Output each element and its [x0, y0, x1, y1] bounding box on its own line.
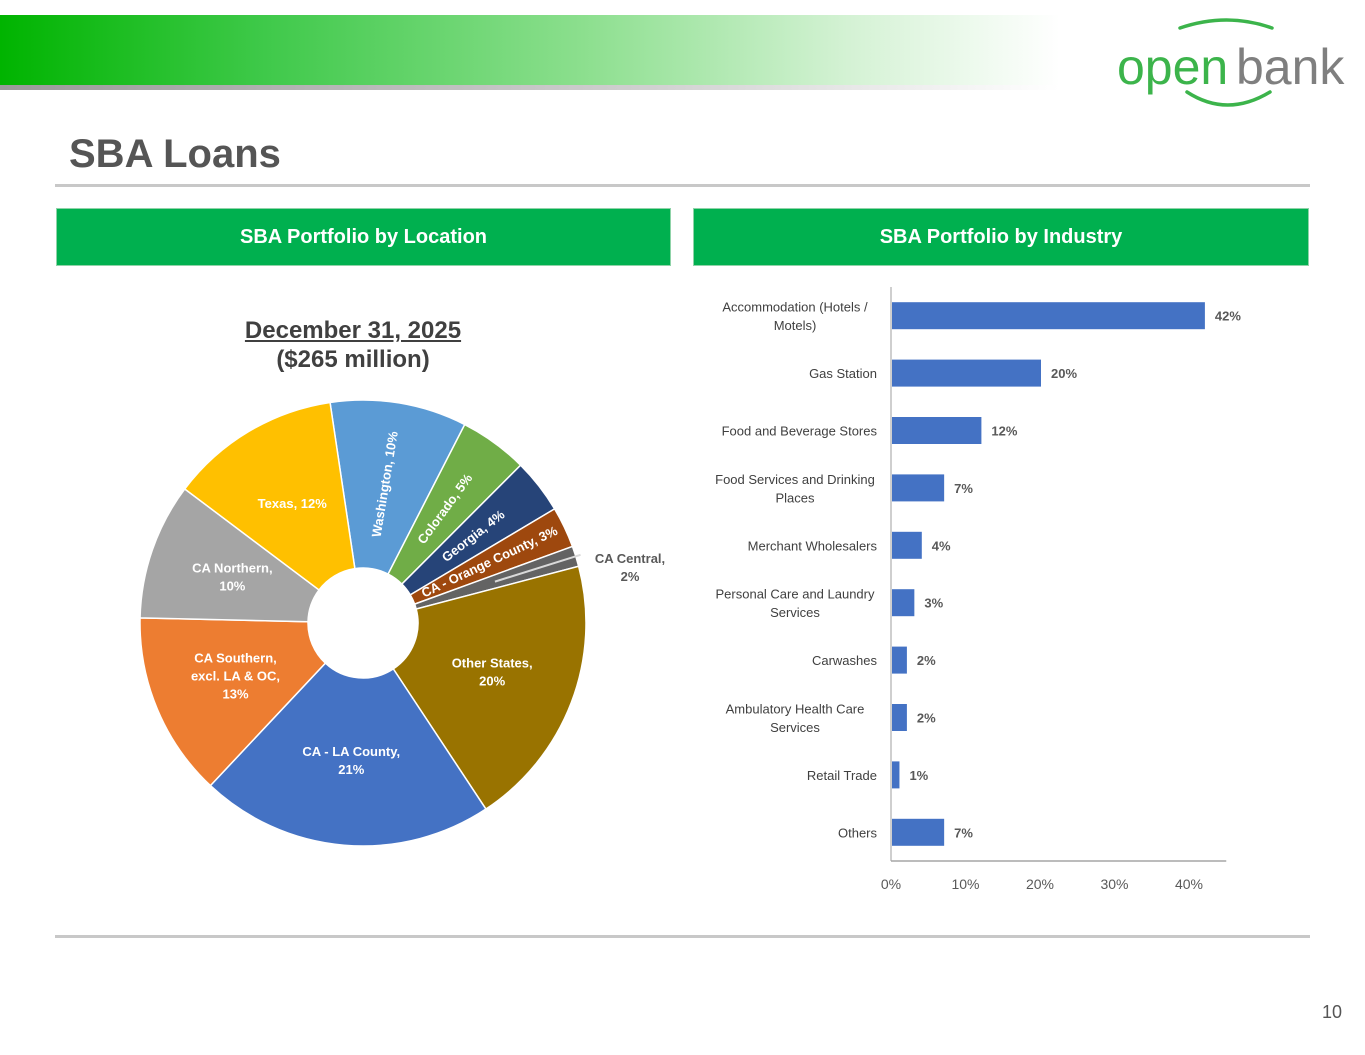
- pie-label-ca-central-2: CA Central, 2%: [595, 551, 665, 584]
- bar-x-tick-label-10: 10%: [951, 876, 979, 892]
- openbank-logo: open bank: [1117, 18, 1345, 107]
- pie-slice-ca-la-county-21: [209, 662, 487, 847]
- page-number: 10: [1322, 1002, 1343, 1022]
- title-divider: [55, 184, 1310, 187]
- logo-text-open: open: [1117, 39, 1228, 95]
- bar-gas-station: [892, 359, 1041, 387]
- pie-leader-line-ca-central: [494, 553, 581, 583]
- bar-value-label-retail-trade: 1%: [909, 768, 928, 783]
- bar-others: [892, 818, 945, 846]
- section-header-industry: SBA Portfolio by Industry: [693, 208, 1309, 266]
- bar-category-label-others: Others: [838, 825, 878, 840]
- header-gradient-band: [0, 15, 1060, 85]
- header-band-shadow: [0, 85, 1060, 90]
- bar-category-label-carwashes: Carwashes: [812, 653, 878, 668]
- pie-slice-texas-12: [183, 401, 356, 591]
- pie-slice-ca-southern-excl-la-oc-13: [139, 617, 327, 787]
- bar-category-label-personal-care-and-laundry-services: Personal Care and Laundry Services: [716, 587, 875, 621]
- bar-value-label-accommodation-hotels-motels: 42%: [1215, 309, 1241, 324]
- bar-carwashes: [892, 646, 907, 674]
- bar-value-label-carwashes: 2%: [917, 653, 936, 668]
- bar-category-label-food-services-and-drinking-places: Food Services and Drinking Places: [715, 472, 875, 506]
- bottom-divider: [55, 935, 1310, 938]
- logo-text-bank: bank: [1236, 39, 1345, 95]
- bar-value-label-ambulatory-health-care-services: 2%: [917, 711, 936, 726]
- bar-ambulatory-health-care-services: [892, 704, 907, 731]
- location-donut-chart: Washington, 10% Colorado, 5%Georgia, 4%CA…: [139, 399, 665, 847]
- bar-accommodation-hotels-motels: [892, 302, 1205, 330]
- bar-value-label-food-services-and-drinking-places: 7%: [954, 481, 973, 496]
- bar-category-label-retail-trade: Retail Trade: [807, 768, 877, 783]
- page-title: SBA Loans: [69, 132, 281, 176]
- bar-value-label-merchant-wholesalers: 4%: [932, 538, 951, 553]
- pie-slice-washington-10: [329, 399, 466, 576]
- bar-food-services-and-drinking-places: [892, 474, 945, 502]
- bar-category-label-food-and-beverage-stores: Food and Beverage Stores: [722, 424, 878, 439]
- bar-x-tick-label-0: 0%: [881, 876, 901, 892]
- pie-caption-amount: ($265 million): [276, 346, 430, 373]
- bar-food-and-beverage-stores: [892, 417, 982, 444]
- section-header-location: SBA Portfolio by Location: [56, 208, 671, 266]
- pie-label-ca-southern-excl-la-oc-13: CA Southern, excl. LA & OC, 13%: [191, 650, 280, 701]
- bar-value-label-gas-station: 20%: [1051, 366, 1077, 381]
- pie-caption-date: December 31, 2025: [244, 317, 462, 344]
- pie-label-ca-northern-10: CA Northern, 10%: [192, 561, 272, 594]
- bar-merchant-wholesalers: [892, 531, 922, 559]
- bar-category-label-gas-station: Gas Station: [809, 366, 877, 381]
- bar-value-label-others: 7%: [954, 825, 973, 840]
- pie-label-other-states-20: Other States, 20%: [452, 655, 533, 688]
- bar-retail-trade: [892, 761, 900, 789]
- bar-value-label-food-and-beverage-stores: 12%: [991, 424, 1017, 439]
- pie-slice-ca-northern-10: [139, 487, 321, 623]
- bar-x-tick-label-40: 40%: [1175, 876, 1203, 892]
- pie-slice-other-states-20: [392, 565, 587, 811]
- bar-value-label-personal-care-and-laundry-services: 3%: [924, 596, 943, 611]
- bar-personal-care-and-laundry-services: [892, 589, 915, 617]
- bar-category-label-merchant-wholesalers: Merchant Wholesalers: [748, 538, 878, 553]
- pie-caption: December 31, 2025 ($265 million): [203, 316, 503, 374]
- industry-bar-chart: 42% Accommodation (Hotels / Motels) 20% Gas …: [715, 287, 1241, 892]
- bar-x-tick-label-20: 20%: [1026, 876, 1054, 892]
- bar-x-tick-label-30: 30%: [1100, 876, 1128, 892]
- bar-category-label-accommodation-hotels-motels: Accommodation (Hotels / Motels): [722, 300, 868, 334]
- pie-label-texas-12: Texas, 12%: [258, 496, 328, 511]
- pie-label-ca-la-county-21: CA - LA County, 21%: [302, 744, 400, 777]
- bar-category-label-ambulatory-health-care-services: Ambulatory Health Care Services: [726, 702, 865, 736]
